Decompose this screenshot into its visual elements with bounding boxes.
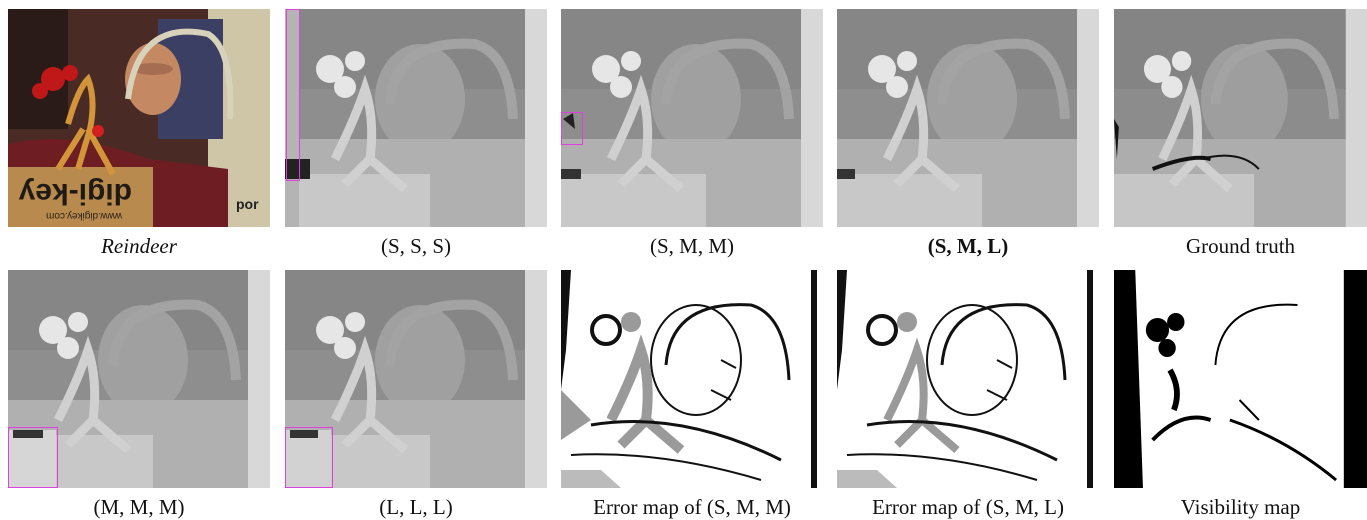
caption-visibility: Visibility map xyxy=(1180,495,1301,519)
highlight-box xyxy=(286,9,300,181)
caption-sss: (S, S, S) xyxy=(380,234,452,258)
caption-sml: (S, M, L) xyxy=(927,234,1009,258)
error-map-smm xyxy=(561,270,823,488)
caption-reindeer: Reindeer xyxy=(101,234,177,258)
side-text: por xyxy=(236,196,259,212)
visibility-map xyxy=(1114,270,1367,488)
highlight-box xyxy=(285,427,333,488)
depth-map-sml xyxy=(837,9,1099,227)
depth-map-smm xyxy=(561,9,823,227)
caption-lll: (L, L, L) xyxy=(379,495,453,519)
depth-map-mmm xyxy=(8,270,270,488)
caption-error-smm: Error map of (S, M, M) xyxy=(593,495,791,519)
caption-error-sml: Error map of (S, M, L) xyxy=(872,495,1064,519)
highlight-box xyxy=(8,427,58,488)
caption-mmm: (M, M, M) xyxy=(93,495,185,519)
box-text: digi-key xyxy=(18,177,132,210)
error-map-sml xyxy=(837,270,1099,488)
highlight-box xyxy=(561,112,583,145)
depth-map-sss xyxy=(285,9,547,227)
caption-smm: (S, M, M) xyxy=(649,234,734,258)
depth-map-ground-truth xyxy=(1114,9,1367,227)
box-url-text: www.digikey.com xyxy=(46,210,123,221)
reindeer-photo: digi-key www.digikey.com por xyxy=(8,9,270,227)
depth-map-lll xyxy=(285,270,547,488)
caption-ground-truth: Ground truth xyxy=(1185,234,1296,258)
